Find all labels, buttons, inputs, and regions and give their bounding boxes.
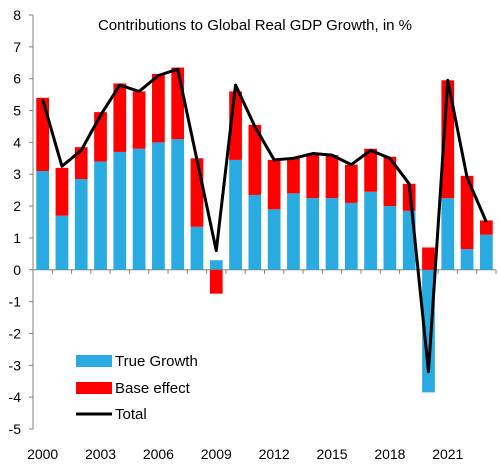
y-tick-label: 5 — [13, 103, 21, 119]
bar-true-growth — [190, 226, 204, 270]
bar-base-effect — [190, 158, 204, 227]
y-tick-label: 0 — [13, 262, 21, 278]
bar-base-effect — [287, 158, 300, 194]
total-line-group — [41, 67, 488, 374]
bar-true-growth — [422, 269, 435, 393]
y-tick-label: 4 — [13, 134, 21, 150]
bar-true-growth — [132, 148, 146, 270]
legend-label: True Growth — [115, 353, 198, 370]
bar-true-growth — [287, 193, 300, 270]
bar-base-effect — [209, 269, 223, 294]
y-tick-label: 8 — [13, 7, 21, 23]
bar-true-growth — [113, 151, 127, 270]
bar-base-effect — [267, 159, 281, 210]
y-tick-label: 1 — [13, 230, 21, 246]
legend: True Growth Base effect Total — [76, 353, 198, 423]
bar-true-growth — [36, 171, 50, 270]
bar-true-growth — [441, 198, 455, 270]
chart-title: Contributions to Global Real GDP Growth,… — [98, 17, 412, 34]
bar-base-effect — [383, 156, 397, 207]
bar-base-effect — [460, 175, 474, 250]
bar-base-effect — [36, 97, 50, 172]
bar-base-effect — [325, 155, 339, 199]
bar-base-effect — [344, 164, 358, 203]
bar-base-effect — [422, 247, 435, 270]
y-tick-label: 2 — [13, 198, 21, 214]
legend-label: Base effect — [115, 380, 191, 397]
bar-base-effect — [152, 73, 165, 143]
bar-base-effect — [171, 67, 185, 140]
x-tick-label: 2012 — [259, 446, 290, 462]
bar-true-growth — [94, 161, 107, 270]
legend-label: Total — [115, 406, 147, 423]
x-tick-label: 2018 — [374, 446, 405, 462]
bar-true-growth — [74, 179, 88, 270]
bar-true-growth — [267, 209, 281, 270]
bar-base-effect — [94, 112, 107, 162]
y-tick-label: -4 — [9, 389, 22, 405]
bar-true-growth — [325, 198, 339, 270]
bar-true-growth — [55, 215, 69, 270]
y-tick-label: -5 — [9, 421, 22, 437]
x-tick-label: 2021 — [432, 446, 463, 462]
bar-true-growth — [364, 191, 377, 270]
y-tick-label: -3 — [9, 357, 22, 373]
total-line — [41, 67, 488, 374]
bar-true-growth — [479, 234, 493, 270]
x-tick-label: 2009 — [201, 446, 232, 462]
y-tick-label: -2 — [9, 325, 22, 341]
bar-base-effect — [364, 148, 377, 192]
bar-base-effect — [306, 153, 320, 199]
legend-swatch — [76, 382, 112, 394]
bar-base-effect — [74, 147, 88, 180]
bar-true-growth — [209, 260, 223, 270]
bar-true-growth — [229, 159, 242, 270]
bar-true-growth — [383, 206, 397, 270]
y-tick-label: 7 — [13, 39, 21, 55]
bar-base-effect — [113, 83, 127, 152]
bar-true-growth — [248, 194, 262, 270]
bar-true-growth — [306, 198, 320, 270]
y-tick-label: 6 — [13, 71, 21, 87]
x-tick-label: 2003 — [85, 446, 116, 462]
x-tick-label: 2000 — [27, 446, 58, 462]
bar-true-growth — [344, 202, 358, 270]
x-tick-label: 2006 — [143, 446, 174, 462]
bar-base-effect — [479, 220, 493, 235]
axes: 8 7 6 5 4 3 2 1 0 -1 -2 -3 -4 -5 2000 2003 2006 2009 2012 2… — [9, 7, 497, 462]
bar-base-effect — [55, 167, 69, 216]
bar-true-growth — [460, 249, 474, 270]
bar-true-growth — [171, 139, 185, 270]
legend-swatch — [76, 355, 112, 367]
x-tick-label: 2015 — [316, 446, 347, 462]
y-tick-label: -1 — [9, 294, 22, 310]
bars-group — [36, 67, 493, 393]
y-tick-label: 3 — [13, 166, 21, 182]
bar-true-growth — [152, 142, 165, 270]
bar-base-effect — [248, 124, 262, 195]
bar-base-effect — [132, 91, 146, 149]
